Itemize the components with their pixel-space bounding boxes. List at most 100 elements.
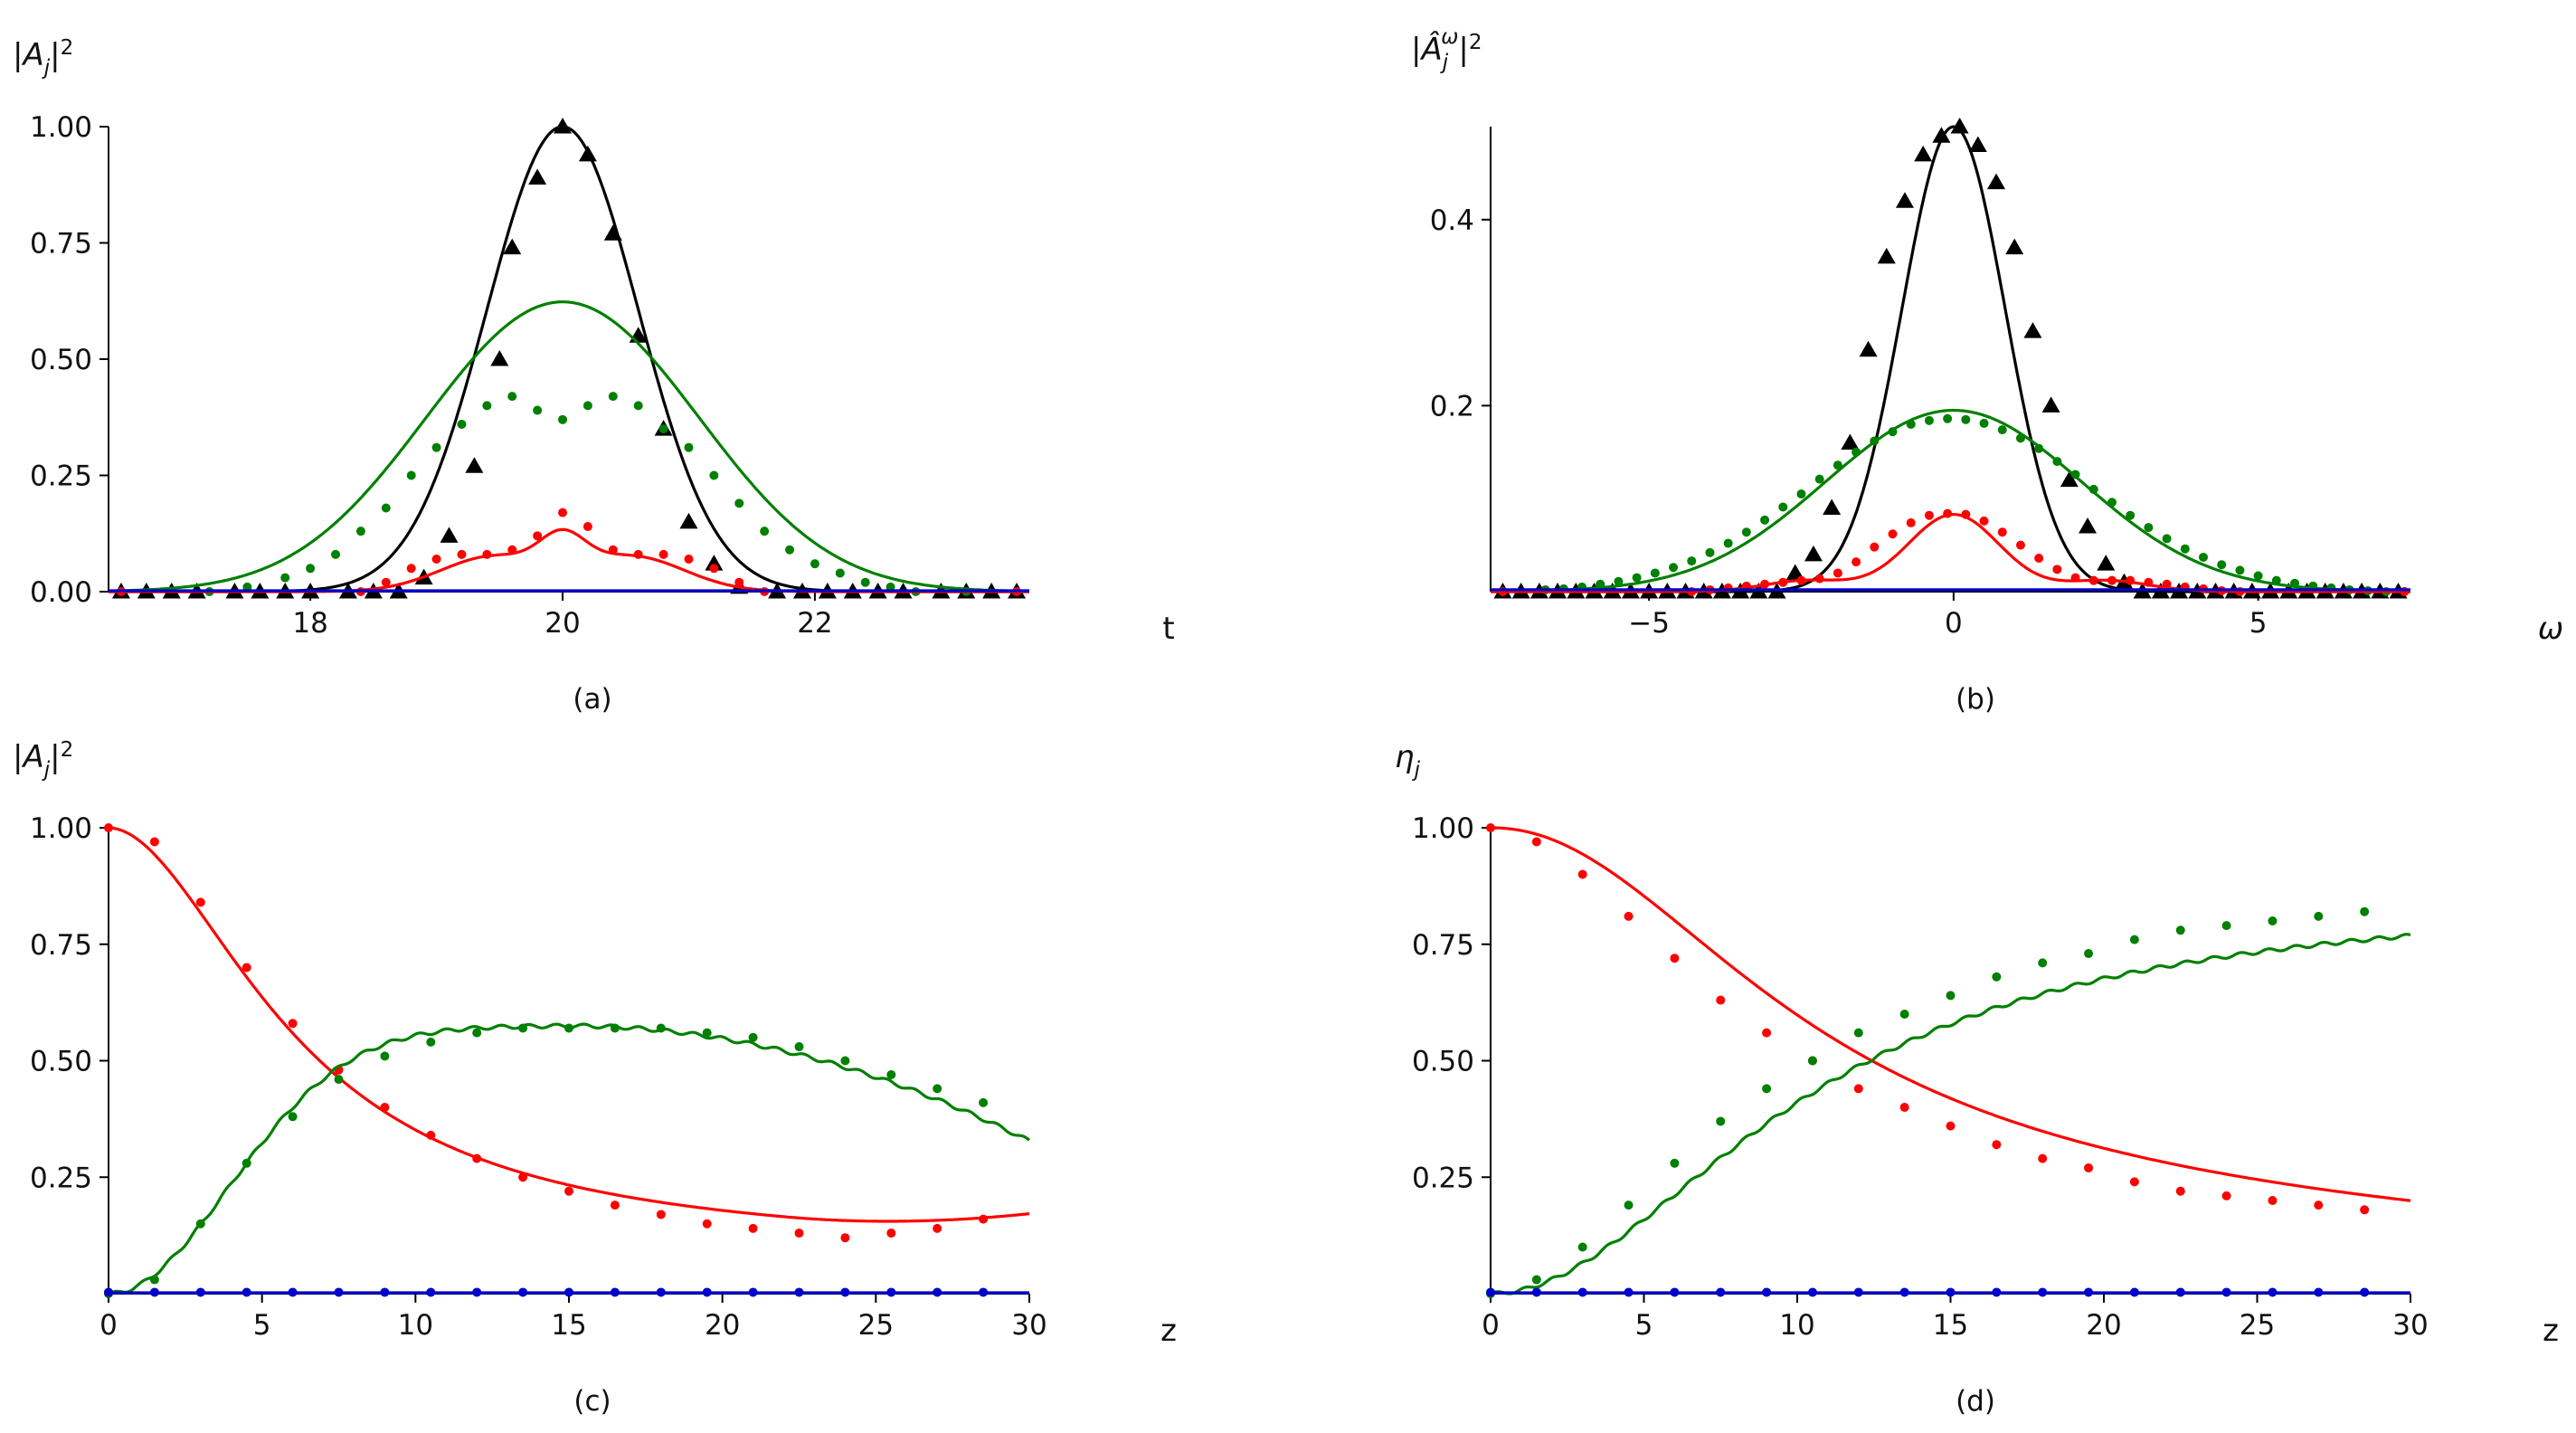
series-line-green (1490, 933, 2411, 1295)
data-point-green (2253, 571, 2263, 581)
data-point-green (2271, 575, 2281, 585)
data-point-black (554, 118, 573, 134)
panel-caption: (c) (573, 1385, 611, 1418)
data-point-red (1531, 837, 1541, 847)
data-point-red (1946, 1121, 1956, 1131)
y-tick-label: 0.50 (1412, 1046, 1474, 1078)
data-point-blue (1670, 1287, 1680, 1297)
data-point-blue (1486, 1287, 1495, 1297)
data-point-blue (334, 1287, 344, 1297)
data-point-red (2162, 579, 2172, 589)
data-point-green (406, 470, 416, 480)
data-point-green (1833, 460, 1842, 470)
data-point-red (794, 1229, 804, 1238)
data-point-green (1997, 425, 2007, 435)
data-point-red (1906, 517, 1916, 527)
data-point-blue (288, 1287, 298, 1297)
data-point-green (2038, 958, 2048, 968)
data-point-green (1853, 1028, 1863, 1038)
data-point-blue (1899, 1287, 1909, 1297)
data-point-green (2175, 925, 2185, 935)
data-point-green (280, 573, 290, 583)
data-point-blue (472, 1287, 482, 1297)
data-point-green (381, 503, 391, 513)
data-point-black (1859, 340, 1878, 357)
data-point-red (1961, 509, 1971, 519)
data-point-black (440, 527, 459, 543)
data-point-red (2070, 573, 2080, 583)
data-point-green (558, 414, 568, 424)
data-point-green (610, 1023, 620, 1033)
data-point-red (431, 555, 441, 565)
x-tick-label: 18 (292, 607, 327, 640)
data-point-blue (2268, 1287, 2278, 1297)
data-point-green (2268, 916, 2278, 925)
data-point-black (603, 224, 622, 241)
data-point-red (656, 1210, 666, 1219)
data-point-green (2126, 510, 2136, 520)
x-tick-label: 20 (2086, 1309, 2121, 1342)
data-point-green (482, 401, 492, 411)
data-point-green (2199, 552, 2209, 562)
data-point-red (2034, 553, 2044, 563)
data-point-green (734, 498, 744, 508)
data-point-green (1624, 1200, 1634, 1210)
data-point-green (2129, 935, 2139, 944)
data-point-red (2221, 1191, 2231, 1200)
data-point-red (482, 549, 492, 559)
data-point-red (1997, 527, 2007, 537)
data-point-red (2360, 1205, 2370, 1215)
data-point-black (2060, 470, 2079, 488)
data-point-green (2221, 921, 2231, 931)
data-point-green (760, 527, 770, 536)
data-point-black (679, 512, 698, 529)
y-tick-label: 0.25 (30, 460, 92, 493)
data-point-green (2070, 470, 2080, 479)
data-point-red (1577, 869, 1587, 879)
data-point-green (785, 545, 795, 555)
data-point-blue (518, 1287, 528, 1297)
x-tick-label: 0 (1945, 607, 1963, 640)
data-point-red (633, 549, 643, 559)
data-point-green (1899, 1010, 1909, 1019)
y-tick-label: 1.00 (1412, 812, 1474, 845)
data-point-red (533, 531, 543, 541)
data-point-blue (1577, 1287, 1587, 1297)
y-tick-label: 0.75 (1412, 929, 1474, 962)
x-tick-label: 0 (1482, 1309, 1500, 1342)
data-point-green (1650, 568, 1660, 578)
data-point-red (734, 577, 744, 587)
data-point-green (380, 1051, 390, 1061)
data-point-blue (149, 1287, 159, 1297)
data-point-black (1841, 433, 1860, 451)
data-point-red (702, 1219, 712, 1229)
data-point-red (1853, 1084, 1863, 1094)
x-tick-label: 5 (2249, 607, 2268, 640)
data-point-red (2268, 1196, 2278, 1205)
data-point-green (933, 1084, 942, 1094)
data-point-blue (1716, 1287, 1726, 1297)
y-tick-label: 0.25 (1412, 1162, 1474, 1194)
data-point-black (705, 555, 724, 571)
data-point-green (979, 1097, 989, 1107)
y-tick-label: 0.50 (30, 344, 92, 376)
data-point-red (1979, 516, 1989, 526)
series-line-red (1491, 826, 2411, 1202)
data-point-red (1888, 529, 1898, 539)
data-point-blue (840, 1287, 850, 1297)
data-point-green (564, 1023, 573, 1033)
data-point-green (835, 568, 845, 578)
x-tick-label: 5 (1635, 1309, 1653, 1342)
data-point-blue (1531, 1287, 1541, 1297)
data-point-blue (2084, 1287, 2094, 1297)
data-point-red (104, 823, 113, 832)
data-point-red (2038, 1153, 2048, 1163)
data-point-blue (2314, 1287, 2324, 1297)
data-point-black (490, 350, 509, 366)
series-line-green (1491, 408, 2411, 593)
panel-a: 18 20 22 0.00 0.25 0.50 0.75 1.00 |Aj|2 t (a) (13, 36, 1175, 716)
data-point-green (1796, 489, 1806, 499)
data-point-red (1852, 557, 1861, 567)
data-point-green (2235, 565, 2245, 575)
data-point-green (1888, 427, 1898, 437)
